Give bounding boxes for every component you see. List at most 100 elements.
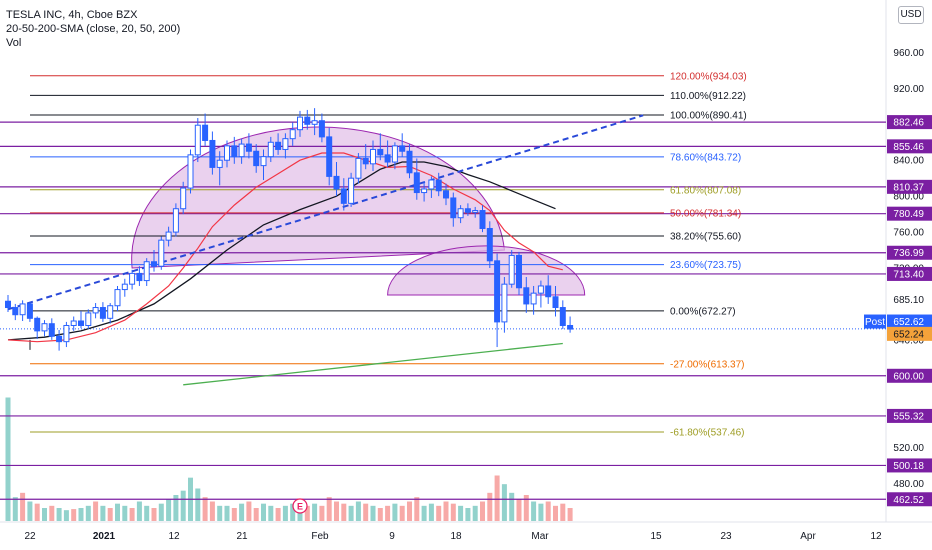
volume-bar	[370, 505, 376, 521]
candle-down	[479, 210, 486, 229]
candle-up	[537, 285, 544, 294]
volume-bar	[195, 488, 201, 521]
volume-bar	[531, 501, 537, 521]
volume-bar	[173, 495, 179, 521]
fib-level-label: 110.00%(912.22)	[670, 91, 746, 102]
fib-level-label: 61.80%(807.08)	[670, 185, 741, 196]
time-axis-tick: Apr	[800, 531, 816, 542]
volume-bar	[129, 508, 135, 521]
volume-bar	[443, 501, 449, 521]
candle-down	[486, 227, 493, 262]
volume-bar	[136, 501, 142, 521]
volume-bar	[209, 501, 215, 521]
price-axis-tick: 840.00	[893, 156, 924, 167]
volume-bar	[253, 508, 259, 521]
volume-bar	[501, 484, 507, 521]
volume-bar	[275, 508, 281, 521]
candle-down	[545, 285, 552, 298]
fib-level-label: -27.00%(613.37)	[670, 359, 745, 370]
fib-level-label: 78.60%(843.72)	[670, 152, 741, 163]
volume-bar	[407, 501, 412, 521]
level-price-badge	[887, 266, 932, 281]
level-price-badge	[887, 492, 932, 507]
candle-up	[165, 231, 172, 241]
volume-bar	[34, 503, 40, 521]
candle-up	[282, 138, 289, 150]
candle-down	[552, 296, 559, 309]
time-axis-tick: 22	[24, 531, 36, 542]
candle-up	[224, 145, 230, 161]
volume-bar	[304, 505, 310, 521]
volume-bar	[494, 475, 500, 521]
candle-up	[391, 145, 398, 163]
candle-up	[129, 272, 136, 285]
candle-up	[158, 239, 165, 267]
price-axis-tick: 520.00	[893, 443, 924, 454]
candle-down	[12, 307, 19, 316]
post-tag	[864, 314, 886, 329]
currency-button[interactable]: USD	[898, 6, 924, 24]
candle-up	[238, 143, 245, 158]
level-price-badge-label: 736.99	[893, 248, 924, 259]
candle-up	[457, 208, 464, 219]
candle-up	[63, 324, 70, 343]
price-axis-tick: 800.00	[893, 192, 924, 203]
level-price-badge-label: 600.00	[893, 371, 924, 382]
volume-bar	[545, 501, 551, 521]
volume-bar	[516, 499, 522, 521]
candle-down	[333, 175, 340, 190]
candle-up	[172, 208, 179, 233]
volume-bar	[166, 499, 172, 521]
volume-bar	[115, 503, 120, 521]
candle-up	[428, 179, 435, 190]
candle-down	[275, 141, 282, 150]
candle-down	[253, 150, 260, 167]
volume-bar	[509, 492, 515, 521]
time-axis-tick: 9	[389, 531, 395, 542]
volume-bar	[450, 503, 456, 521]
earnings-marker	[292, 498, 308, 514]
price-badge	[887, 314, 932, 329]
time-axis-tick: 21	[236, 531, 248, 542]
candle-down	[413, 172, 420, 194]
candle-up	[348, 177, 355, 204]
volume-bar	[355, 501, 361, 521]
volume-bar	[261, 503, 266, 521]
volume-bar	[158, 503, 164, 521]
candle-down	[99, 307, 106, 319]
candle-down	[399, 145, 406, 152]
volume-bar	[93, 501, 99, 521]
fib-level-label: 23.60%(723.75)	[670, 260, 741, 271]
volume-bar	[63, 510, 69, 521]
volume-bar	[180, 490, 186, 521]
volume-bar	[151, 508, 157, 521]
candle-down	[362, 157, 369, 165]
candle-up	[216, 159, 223, 168]
candle-up	[311, 120, 318, 125]
candle-down	[559, 307, 566, 326]
candle-down	[5, 300, 11, 309]
candle-up	[194, 124, 201, 156]
candle-down	[245, 143, 252, 152]
time-axis-tick: Mar	[531, 531, 549, 542]
level-price-badge	[887, 408, 932, 423]
level-price-badge-label: 462.52	[893, 495, 924, 506]
volume-bar	[20, 492, 26, 521]
volume-bar	[282, 505, 288, 521]
price-axis-tick: 480.00	[893, 479, 924, 490]
candle-up	[289, 129, 296, 140]
time-axis-tick: 15	[650, 531, 662, 542]
level-price-badge	[887, 115, 932, 130]
sma20-line	[7, 152, 563, 343]
candle-down	[78, 320, 84, 326]
volume-bar	[465, 508, 471, 521]
candle-down	[56, 335, 63, 343]
sma50-line	[7, 161, 556, 341]
level-price-badge-label: 810.37	[893, 182, 924, 193]
volume-bar	[202, 497, 208, 521]
price-axis-tick: 685.10	[893, 295, 924, 306]
time-axis-tick: 23	[720, 531, 732, 542]
candle-down	[26, 303, 33, 319]
price-badge-label: 652.24	[893, 329, 924, 340]
